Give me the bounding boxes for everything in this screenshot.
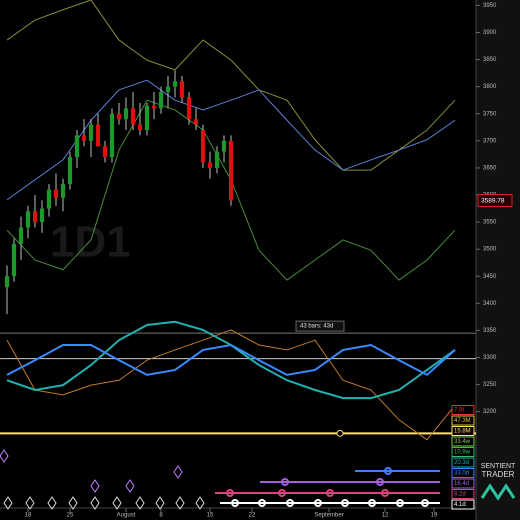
y-tick-label: 3950	[483, 3, 497, 9]
candle-body	[228, 140, 234, 201]
watermark: 1D1	[50, 218, 131, 267]
candle-body	[60, 184, 66, 198]
cycle-box	[451, 436, 475, 447]
candle-body	[67, 157, 73, 185]
candle-body	[123, 108, 129, 120]
cycle-label: 20.3d	[454, 460, 469, 466]
cycle-bars	[215, 467, 440, 507]
x-tick-label: September	[314, 513, 343, 519]
y-tick-label: 3800	[483, 84, 497, 90]
x-tick-label: 18	[25, 513, 32, 519]
cycle-box	[451, 447, 475, 457]
cycle-box	[451, 499, 475, 510]
diamonds	[0, 449, 205, 510]
series-line	[6, 79, 456, 201]
candle-body	[165, 86, 171, 93]
candle-body	[193, 119, 199, 125]
y-tick-label: 3900	[483, 30, 497, 36]
y-tick-label: 3500	[483, 247, 497, 253]
candle-body	[137, 124, 143, 130]
candle-body	[18, 227, 24, 244]
cycle-box	[451, 415, 475, 426]
candle-body	[214, 151, 220, 168]
x-tick-label: 22	[249, 513, 256, 519]
candle-body	[88, 124, 94, 141]
cycle-box	[451, 426, 475, 436]
series-line	[6, 329, 456, 441]
candle-body	[95, 124, 101, 147]
candle-body	[186, 97, 192, 120]
price-box	[477, 194, 513, 208]
candle-body	[207, 162, 213, 168]
candle-body	[221, 140, 227, 152]
candle-body	[25, 211, 31, 228]
cycle-box	[451, 478, 475, 489]
logo-text: SENTIENT	[481, 463, 516, 470]
series-line	[6, 343, 456, 377]
axis-panel	[476, 0, 520, 520]
y-tick-label: 3300	[483, 355, 497, 361]
y-tick-label: 3200	[483, 409, 497, 415]
candle-body	[116, 113, 122, 120]
candle-body	[172, 81, 178, 87]
candle-body	[179, 81, 185, 98]
candle-body	[130, 108, 136, 125]
annotation: 43 bars: 43d	[300, 324, 333, 330]
candle-body	[74, 135, 80, 158]
annotation-box	[295, 320, 345, 332]
cycle-box	[451, 489, 475, 499]
y-tick-label: 3250	[483, 382, 497, 388]
x-tick-label: 12	[382, 513, 389, 519]
marker	[336, 429, 344, 437]
cycle-label: 33.4w	[454, 439, 471, 445]
candle-body	[4, 276, 10, 288]
logo: SENTIENT TRADER	[481, 463, 516, 501]
y-tick-label: 3700	[483, 138, 497, 144]
candle-body	[158, 92, 164, 109]
candle-body	[81, 135, 87, 141]
cycle-label: 8.2d	[454, 492, 466, 498]
cycle-box	[451, 468, 475, 478]
y-tick-label: 3450	[483, 274, 497, 280]
cycle-label: 16.4d	[454, 481, 469, 487]
candle-body	[144, 105, 150, 130]
cycle-label: 7.9t	[454, 408, 464, 414]
price-label: 3589.78	[481, 197, 505, 204]
candle-body	[200, 130, 206, 163]
plot: 43 bars: 43d	[0, 0, 476, 441]
cycle-box	[451, 405, 475, 415]
cycle-label: 4.1d	[454, 502, 466, 508]
candle-body	[109, 113, 115, 158]
candle-body	[53, 189, 59, 198]
y-tick-label: 3350	[483, 328, 497, 334]
cycle-label: 10.9w	[454, 450, 471, 456]
candle-body	[32, 211, 38, 223]
candle-body	[151, 105, 157, 109]
x-tick-label: 8	[159, 513, 163, 519]
cycle-box	[451, 457, 475, 468]
x-tick-label: 15	[207, 513, 214, 519]
cycle-label: 47.3M	[454, 418, 471, 424]
y-tick-label: 3850	[483, 57, 497, 63]
candle-body	[11, 243, 17, 277]
cycle-label: 33.0d	[454, 471, 469, 477]
cycle-label: 15.8M	[454, 429, 471, 435]
logo-text: TRADER	[482, 470, 515, 479]
candle-body	[39, 208, 45, 223]
candle-body	[102, 146, 108, 158]
y-tick-label: 3400	[483, 301, 497, 307]
y-tick-label: 3550	[483, 220, 497, 226]
x-tick-label: August	[117, 513, 136, 519]
x-tick-label: 19	[431, 513, 438, 519]
candle-body	[46, 189, 52, 209]
x-tick-label: 25	[67, 513, 74, 519]
y-tick-label: 3750	[483, 111, 497, 117]
series-line	[6, 0, 456, 171]
y-tick-label: 3650	[483, 165, 497, 171]
